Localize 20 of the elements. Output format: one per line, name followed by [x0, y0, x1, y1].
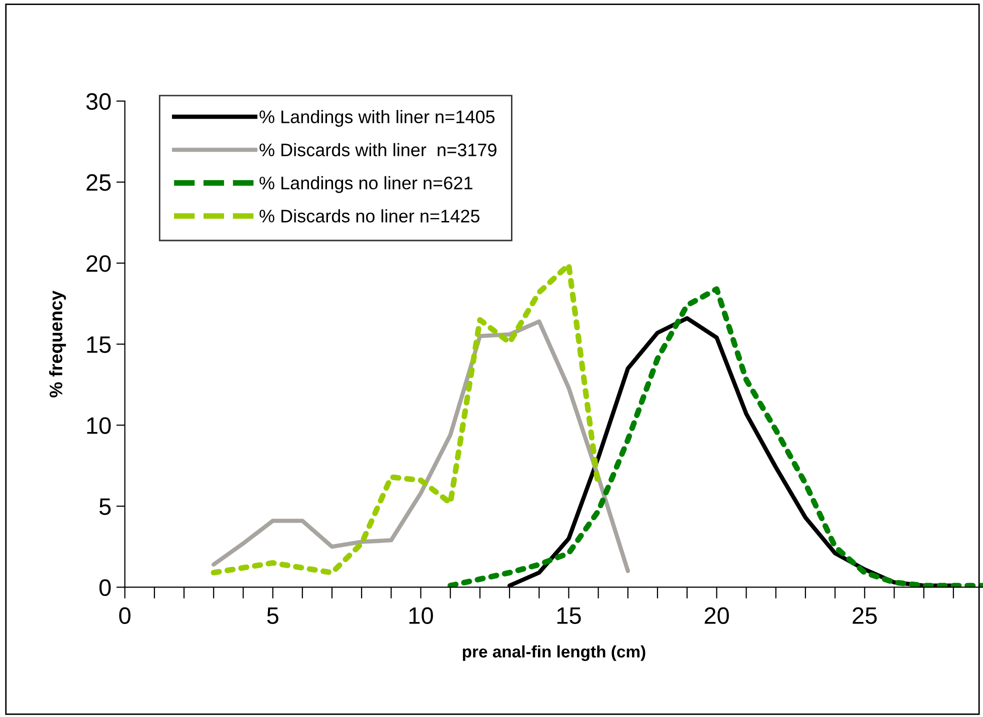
y-tick-label: 30 — [86, 93, 111, 110]
legend-label: % Discards no liner n=1425 — [260, 209, 480, 222]
y-axis-title: % frequency — [49, 290, 66, 398]
legend-label: % Discards with liner n=3179 — [260, 143, 496, 156]
x-tick-label: 0 — [119, 607, 130, 624]
y-tick-label: 25 — [86, 174, 111, 191]
y-tick-label: 20 — [86, 255, 111, 272]
y-tick-label: 10 — [87, 417, 111, 434]
line-series — [212, 319, 630, 574]
x-tick-label: 15 — [557, 608, 581, 624]
y-tick-label: 0 — [99, 579, 111, 596]
legend-label: % Landings with liner n=1405 — [260, 110, 495, 127]
x-tick-label: 20 — [704, 607, 729, 624]
x-axis-title: pre anal-fin length (cm) — [462, 645, 646, 661]
y-tick-label: 5 — [99, 498, 111, 515]
y-tick-label: 15 — [87, 336, 111, 353]
x-tick-label: 10 — [409, 607, 433, 624]
legend-label: % Landings no liner n=621 — [260, 176, 472, 193]
x-tick-label: 25 — [852, 607, 877, 624]
x-tick-label: 5 — [267, 608, 278, 624]
